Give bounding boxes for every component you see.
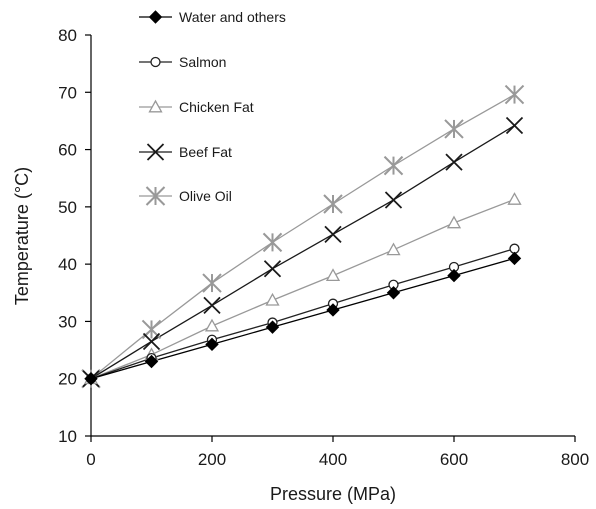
data-point	[265, 320, 280, 334]
data-point	[504, 84, 525, 105]
y-axis-label: Temperature (°C)	[12, 167, 32, 305]
legend-item: Chicken Fat	[139, 99, 254, 115]
data-point	[203, 296, 221, 315]
legend-item: Beef Fat	[139, 143, 232, 161]
data-point	[384, 191, 403, 209]
series-markers	[81, 84, 525, 389]
data-point	[144, 354, 159, 369]
x-tick-label: 600	[440, 450, 468, 469]
y-tick-label: 80	[58, 26, 77, 45]
legend-label: Olive Oil	[179, 188, 232, 204]
legend-label: Salmon	[179, 54, 226, 70]
data-point	[263, 260, 282, 278]
legend-marker	[146, 143, 165, 161]
data-point	[204, 318, 220, 332]
data-point	[205, 337, 219, 352]
x-tick-label: 400	[319, 450, 347, 469]
series-line	[90, 124, 515, 380]
legend-item: Olive Oil	[139, 186, 232, 206]
y-tick-label: 10	[58, 427, 77, 446]
y-tick-label: 20	[58, 370, 77, 389]
legend-marker	[148, 10, 163, 24]
data-point	[444, 119, 464, 139]
data-point	[386, 242, 401, 256]
data-point	[262, 232, 283, 253]
data-point	[202, 273, 222, 293]
legend-label: Water and others	[179, 9, 286, 25]
series-lines	[90, 94, 515, 380]
data-point	[324, 225, 342, 243]
data-point	[84, 372, 98, 386]
x-tick-label: 0	[86, 450, 95, 469]
series-line	[90, 257, 515, 380]
legend-label: Beef Fat	[179, 144, 232, 160]
y-tick-label: 30	[58, 312, 77, 331]
legend-marker	[150, 56, 161, 68]
legend-marker	[148, 99, 163, 113]
x-axis-label: Pressure (MPa)	[270, 484, 396, 504]
legend: Water and others Salmon Chicken Fat Beef Fa…	[139, 9, 286, 206]
legend-label: Chicken Fat	[179, 99, 254, 115]
y-tick-label: 60	[58, 141, 77, 160]
legend-item: Salmon	[139, 54, 226, 70]
data-point	[383, 155, 404, 176]
y-tick-label: 40	[58, 255, 77, 274]
series-line	[90, 198, 515, 380]
data-point	[446, 215, 462, 229]
data-point	[445, 153, 463, 171]
x-tick-label: 200	[198, 450, 226, 469]
data-point	[386, 286, 401, 300]
y-tick-label: 70	[58, 83, 77, 102]
legend-item: Water and others	[139, 9, 286, 25]
series-line	[90, 248, 515, 380]
legend-marker	[145, 186, 166, 206]
data-point	[505, 116, 524, 135]
data-point	[142, 332, 161, 351]
data-point	[265, 292, 280, 306]
y-tick-label: 50	[58, 198, 77, 217]
data-point	[325, 268, 341, 282]
data-point	[507, 251, 522, 266]
data-point	[326, 303, 340, 317]
data-point	[323, 194, 343, 214]
series-line	[90, 94, 515, 380]
data-point	[507, 192, 522, 205]
data-point	[447, 268, 461, 283]
x-tick-label: 800	[561, 450, 589, 469]
